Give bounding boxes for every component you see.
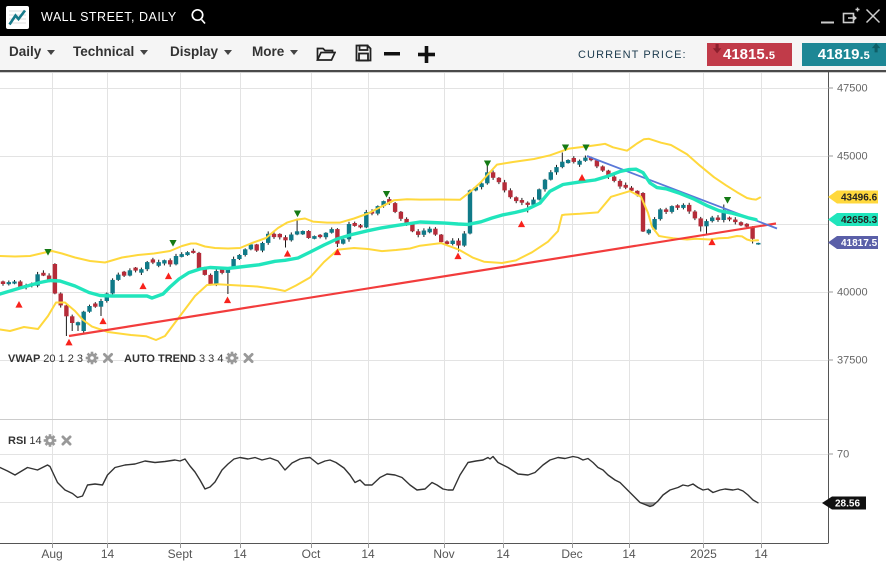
svg-text:14: 14 — [361, 547, 375, 561]
svg-text:47500: 47500 — [837, 83, 868, 95]
svg-text:Sept: Sept — [168, 547, 193, 561]
svg-text:14: 14 — [622, 547, 636, 561]
svg-text:70: 70 — [837, 449, 849, 461]
svg-text:14: 14 — [233, 547, 247, 561]
svg-text:14: 14 — [101, 547, 115, 561]
svg-text:2025: 2025 — [690, 547, 717, 561]
svg-text:43496.6: 43496.6 — [841, 193, 878, 204]
svg-text:37500: 37500 — [837, 355, 868, 367]
svg-text:Aug: Aug — [41, 547, 62, 561]
svg-text:Dec: Dec — [561, 547, 582, 561]
svg-text:Nov: Nov — [433, 547, 454, 561]
svg-text:VWAP 20 1 2 3: VWAP 20 1 2 3 — [8, 353, 83, 365]
svg-text:28.56: 28.56 — [835, 499, 860, 510]
svg-text:AUTO TREND 3 3 4: AUTO TREND 3 3 4 — [124, 353, 223, 365]
svg-text:Oct: Oct — [302, 547, 321, 561]
svg-text:14: 14 — [496, 547, 510, 561]
svg-text:40000: 40000 — [837, 287, 868, 299]
svg-text:42658.3: 42658.3 — [841, 215, 878, 226]
svg-text:45000: 45000 — [837, 151, 868, 163]
svg-text:41817.5: 41817.5 — [841, 238, 878, 249]
svg-text:RSI 14: RSI 14 — [8, 435, 42, 447]
svg-text:14: 14 — [754, 547, 768, 561]
